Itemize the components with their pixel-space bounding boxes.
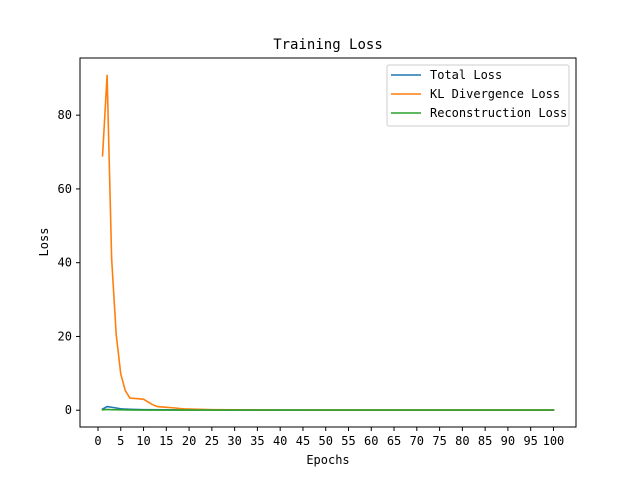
x-tick-label: 85 [478,434,492,448]
y-tick-label: 60 [58,182,72,196]
x-tick-label: 20 [182,434,196,448]
x-tick-label: 10 [136,434,150,448]
x-tick-label: 100 [543,434,565,448]
x-tick-label: 65 [387,434,401,448]
x-tick-label: 30 [227,434,241,448]
x-tick-label: 35 [250,434,264,448]
x-tick-label: 25 [205,434,219,448]
plot-area [79,57,577,428]
legend-label-total-loss: Total Loss [430,68,502,82]
y-axis-label: Loss [37,228,51,257]
y-tick-label: 20 [58,329,72,343]
x-tick-label: 90 [501,434,515,448]
x-tick-label: 45 [296,434,310,448]
y-tick-label: 40 [58,256,72,270]
x-tick-label: 75 [432,434,446,448]
series-lines [101,74,555,411]
y-tick-label: 80 [58,108,72,122]
legend: Total Loss KL Divergence Loss Reconstructi… [386,64,570,127]
chart-title: Training Loss [273,37,383,53]
y-tick-label: 0 [65,403,72,417]
y-axis-ticks: 0 20 40 60 80 [58,108,80,417]
x-tick-label: 80 [455,434,469,448]
x-tick-label: 95 [523,434,537,448]
x-tick-label: 50 [318,434,332,448]
legend-label-kl-divergence-loss: KL Divergence Loss [430,87,560,101]
x-tick-label: 5 [117,434,124,448]
x-tick-label: 70 [410,434,424,448]
x-tick-label: 0 [94,434,101,448]
x-axis-label: Epochs [306,453,349,467]
legend-box [386,64,570,127]
x-tick-label: 15 [159,434,173,448]
x-tick-label: 40 [273,434,287,448]
plot-frame [79,57,577,428]
x-tick-label: 55 [341,434,355,448]
series-line-reconstruction-loss [101,408,555,411]
x-tick-label: 60 [364,434,378,448]
x-axis-ticks: 0 5 10 15 20 25 30 35 40 45 50 55 60 65 70 75 80 85 90 95 10… [94,427,564,448]
legend-label-reconstruction-loss: Reconstruction Loss [430,106,567,120]
